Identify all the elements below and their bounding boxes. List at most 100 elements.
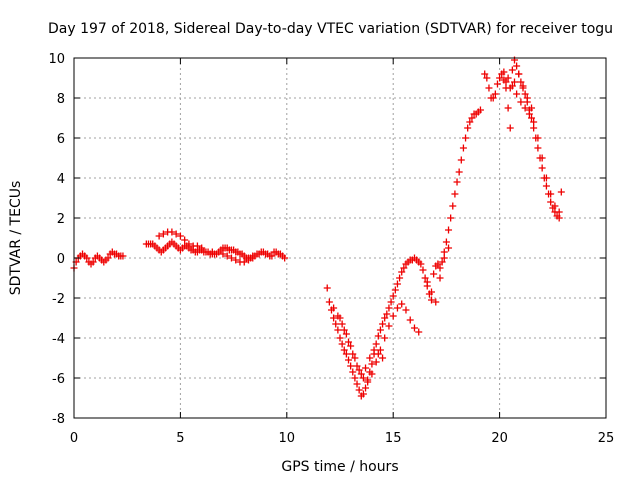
data-point bbox=[372, 358, 380, 366]
y-tick-label: 0 bbox=[57, 252, 65, 267]
data-point bbox=[372, 340, 380, 348]
x-tick-label: 25 bbox=[598, 431, 615, 446]
x-tick-label: 10 bbox=[279, 431, 296, 446]
y-axis: -8 -6 -4 -2 0 2 4 6 8 10 bbox=[48, 52, 606, 427]
data-point bbox=[542, 182, 550, 190]
data-point bbox=[359, 374, 367, 382]
data-point bbox=[362, 384, 370, 392]
data-point bbox=[357, 370, 365, 378]
data-point bbox=[489, 94, 497, 102]
plot-frame bbox=[73, 57, 607, 419]
data-point bbox=[359, 390, 367, 398]
data-point bbox=[338, 340, 346, 348]
data-point bbox=[457, 156, 465, 164]
data-point bbox=[398, 300, 406, 308]
data-point bbox=[445, 244, 453, 252]
data-point bbox=[119, 252, 127, 260]
data-point bbox=[336, 334, 344, 342]
data-point bbox=[193, 242, 201, 250]
data-point bbox=[434, 260, 442, 268]
data-point bbox=[345, 356, 353, 364]
data-point bbox=[534, 134, 542, 142]
data-point bbox=[455, 168, 463, 176]
data-point bbox=[447, 214, 455, 222]
x-tick-label: 0 bbox=[70, 431, 78, 446]
data-point bbox=[355, 366, 363, 374]
data-point bbox=[476, 106, 484, 114]
data-point bbox=[547, 198, 555, 206]
data-point bbox=[513, 62, 521, 70]
data-point bbox=[555, 214, 563, 222]
data-point bbox=[521, 90, 529, 98]
data-point bbox=[345, 338, 353, 346]
data-point bbox=[349, 350, 357, 358]
data-point bbox=[517, 78, 525, 86]
data-point bbox=[374, 350, 382, 358]
data-point bbox=[391, 286, 399, 294]
data-point bbox=[555, 208, 563, 216]
data-point bbox=[385, 322, 393, 330]
data-point bbox=[521, 104, 529, 112]
chart-title: Day 197 of 2018, Sidereal Day-to-day VTE… bbox=[48, 21, 613, 37]
data-point bbox=[355, 386, 363, 394]
data-point bbox=[198, 244, 206, 252]
data-point bbox=[332, 320, 340, 328]
data-point bbox=[353, 362, 361, 370]
data-point bbox=[338, 320, 346, 328]
data-point bbox=[481, 70, 489, 78]
data-points bbox=[70, 56, 565, 400]
data-point bbox=[219, 250, 227, 258]
data-point bbox=[336, 314, 344, 322]
data-point bbox=[362, 364, 370, 372]
data-point bbox=[502, 78, 510, 86]
data-point bbox=[402, 306, 410, 314]
data-point bbox=[459, 144, 467, 152]
data-point bbox=[466, 118, 474, 126]
data-point bbox=[376, 346, 384, 354]
data-point bbox=[223, 252, 231, 260]
data-point bbox=[504, 104, 512, 112]
data-point bbox=[508, 66, 516, 74]
data-point bbox=[528, 104, 536, 112]
data-point bbox=[370, 346, 378, 354]
data-point bbox=[500, 68, 508, 76]
data-point bbox=[181, 236, 189, 244]
data-point bbox=[393, 304, 401, 312]
data-point bbox=[396, 274, 404, 282]
y-tick-label: 10 bbox=[48, 52, 65, 67]
data-point bbox=[347, 342, 355, 350]
data-point bbox=[438, 258, 446, 266]
data-point bbox=[557, 188, 565, 196]
data-point bbox=[340, 346, 348, 354]
data-point bbox=[172, 230, 180, 238]
data-point bbox=[442, 238, 450, 246]
data-point bbox=[430, 270, 438, 278]
data-point bbox=[168, 228, 176, 236]
data-point bbox=[417, 260, 425, 268]
y-tick-label: -8 bbox=[52, 412, 65, 427]
data-point bbox=[415, 328, 423, 336]
data-point bbox=[381, 334, 389, 342]
data-point bbox=[368, 360, 376, 368]
data-point bbox=[385, 304, 393, 312]
data-point bbox=[330, 314, 338, 322]
data-point bbox=[436, 264, 444, 272]
data-point bbox=[421, 274, 429, 282]
data-point bbox=[504, 74, 512, 82]
y-axis-title: SDTVAR / TECUs bbox=[8, 181, 24, 296]
data-point bbox=[468, 114, 476, 122]
data-point bbox=[528, 114, 536, 122]
data-point bbox=[281, 254, 289, 262]
data-point bbox=[542, 174, 550, 182]
data-point bbox=[551, 202, 559, 210]
data-point bbox=[379, 320, 387, 328]
data-point bbox=[340, 326, 348, 334]
data-point bbox=[464, 124, 472, 132]
x-tick-label: 20 bbox=[491, 431, 508, 446]
data-point bbox=[423, 278, 431, 286]
data-point bbox=[89, 258, 97, 266]
data-point bbox=[440, 248, 448, 256]
data-point bbox=[515, 70, 523, 78]
data-point bbox=[523, 94, 531, 102]
data-point bbox=[393, 280, 401, 288]
